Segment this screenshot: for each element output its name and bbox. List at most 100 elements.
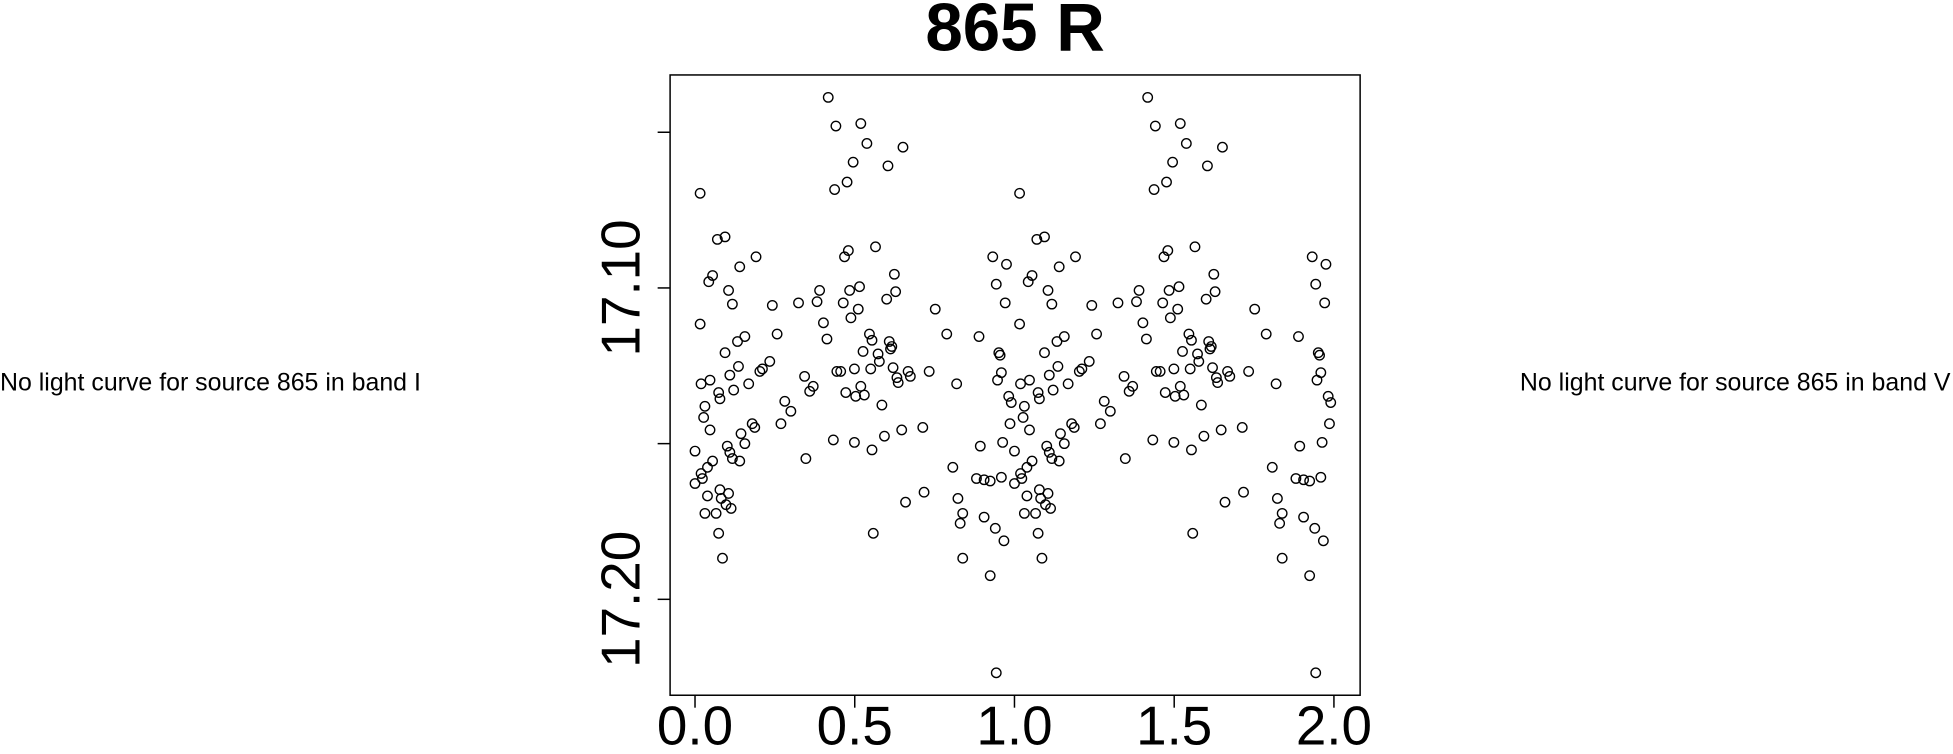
data-point (1222, 365, 1233, 377)
data-point (1001, 258, 1012, 270)
data-point (837, 297, 849, 309)
data-point (698, 412, 710, 423)
data-point (1217, 141, 1228, 153)
data-point (1315, 471, 1327, 483)
data-point (702, 490, 713, 502)
data-point (694, 318, 706, 330)
data-point (1076, 363, 1088, 375)
y-tick-label: 17.10 (590, 219, 652, 356)
data-point (695, 468, 707, 479)
data-point (1149, 120, 1161, 132)
data-point (711, 233, 723, 245)
data-point (882, 160, 894, 172)
data-point (1024, 374, 1035, 386)
data-point (694, 187, 706, 199)
data-point (1015, 468, 1026, 479)
data-point (1205, 341, 1217, 352)
data-point (1031, 233, 1043, 245)
data-point (1266, 461, 1278, 473)
data-point (1186, 444, 1197, 456)
data-point (876, 399, 888, 411)
data-point (855, 118, 867, 129)
data-point (1137, 317, 1149, 329)
data-point (724, 446, 736, 458)
data-point (1147, 434, 1159, 446)
data-point (1046, 453, 1058, 465)
data-point (1294, 440, 1306, 452)
data-point (890, 286, 902, 298)
data-point (827, 434, 839, 446)
data-point (725, 502, 737, 514)
data-point (830, 120, 842, 132)
data-point (713, 527, 725, 539)
data-point (929, 303, 941, 315)
data-point (850, 390, 862, 402)
data-point (957, 507, 969, 519)
data-point (734, 455, 746, 467)
data-point (1051, 336, 1063, 347)
data-point (1024, 424, 1035, 436)
annotation: No light curve for source 865 in band I (0, 368, 421, 396)
data-point (1091, 328, 1102, 340)
data-point (1203, 336, 1215, 347)
data-point (1183, 328, 1195, 340)
data-point (829, 184, 841, 195)
data-point (883, 336, 895, 347)
data-point (1026, 455, 1038, 467)
data-point (719, 347, 731, 359)
data-point (1298, 511, 1309, 523)
data-point (1131, 296, 1142, 308)
x-tick-label: 1.0 (976, 695, 1052, 754)
data-point (1162, 245, 1174, 256)
data-point (811, 296, 823, 308)
data-point (1177, 346, 1188, 357)
data-point (749, 422, 761, 433)
data-point (1039, 231, 1050, 243)
data-point (710, 507, 722, 519)
x-tick-label: 0.0 (657, 695, 733, 754)
data-point (978, 511, 990, 523)
data-point (973, 331, 985, 342)
data-point (897, 141, 909, 153)
data-point (1219, 496, 1231, 508)
data-point (1174, 118, 1186, 129)
data-point (735, 428, 747, 440)
data-point (1046, 298, 1058, 310)
data-point (1058, 438, 1070, 450)
data-point (1168, 436, 1180, 448)
data-point (723, 488, 734, 499)
data-point (885, 343, 896, 355)
data-point (854, 281, 865, 293)
data-point (1195, 399, 1207, 411)
data-point (952, 493, 964, 504)
data-point (1193, 356, 1205, 367)
data-point (990, 278, 1002, 290)
data-point (904, 370, 916, 382)
data-point (704, 424, 716, 436)
data-point (695, 378, 707, 390)
data-point (896, 424, 908, 436)
data-point (990, 667, 1002, 679)
data-point (1163, 285, 1175, 296)
data-point (793, 297, 804, 309)
data-point (957, 552, 969, 564)
data-point (775, 418, 787, 430)
data-point (1207, 362, 1218, 374)
data-point (750, 251, 762, 263)
data-point (1157, 297, 1169, 309)
data-point (1184, 363, 1196, 375)
data-point (1167, 156, 1179, 168)
data-point (852, 303, 864, 315)
data-point (835, 365, 847, 377)
data-point (785, 405, 797, 417)
data-point (1304, 475, 1316, 487)
data-point (1127, 380, 1139, 392)
data-point (1198, 430, 1210, 442)
data-point (1036, 552, 1048, 564)
data-point (1304, 570, 1316, 582)
data-point (1052, 360, 1064, 372)
data-point (866, 334, 878, 346)
data-point (1249, 303, 1261, 315)
data-point (739, 331, 751, 342)
